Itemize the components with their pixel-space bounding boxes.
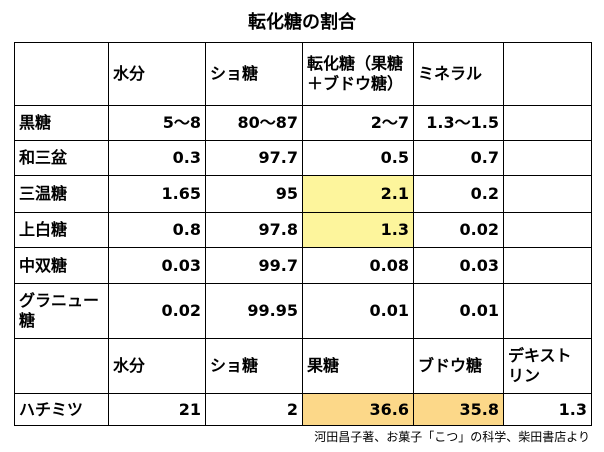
- table-cell: 0.08: [302, 247, 414, 284]
- table-cell: 0.5: [302, 140, 414, 176]
- title: 転化糖の割合: [248, 12, 356, 33]
- table-cell: 0.01: [302, 283, 414, 339]
- empty-cell: [503, 175, 592, 213]
- table-cell: ハチミツ: [14, 393, 109, 426]
- table-cell: 三温糖: [14, 175, 109, 213]
- table-cell: デキストリン: [503, 338, 592, 394]
- table-cell: 1.65: [108, 175, 206, 213]
- table-cell: 0.03: [108, 247, 206, 284]
- data-row: 中双糖 0.03 99.7 0.08 0.03: [14, 247, 592, 284]
- data-row: 上白糖 0.8 97.8 1.3 0.02: [14, 212, 592, 248]
- table-cell: 0.03: [413, 247, 504, 284]
- table-cell: 水分: [108, 338, 206, 394]
- table-cell: 35.8: [413, 393, 504, 426]
- table-cell: グラニュー糖: [14, 283, 109, 339]
- table-cell: ショ糖: [205, 338, 303, 394]
- table-cell: ミネラル: [413, 42, 504, 106]
- data-row: 和三盆 0.3 97.7 0.5 0.7: [14, 140, 592, 176]
- table-cell: 1.3: [302, 212, 414, 248]
- table-cell: 0.01: [413, 283, 504, 339]
- table-cell: 5〜8: [108, 105, 206, 141]
- table-cell: 水分: [108, 42, 206, 106]
- table-cell: 97.8: [205, 212, 303, 248]
- table-cell: 中双糖: [14, 247, 109, 284]
- table-cell: 0.3: [108, 140, 206, 176]
- table-cell: 0.8: [108, 212, 206, 248]
- header-row: 水分 ショ糖 転化糖（果糖＋ブドウ糖） ミネラル: [14, 42, 592, 106]
- table-cell: 和三盆: [14, 140, 109, 176]
- table-cell: 1.3〜1.5: [413, 105, 504, 141]
- table-cell: 上白糖: [14, 212, 109, 248]
- empty-cell: [503, 283, 592, 339]
- table-cell: 95: [205, 175, 303, 213]
- table-cell: 97.7: [205, 140, 303, 176]
- table-cell: 0.2: [413, 175, 504, 213]
- table-cell: 36.6: [302, 393, 414, 426]
- table-cell: 2〜7: [302, 105, 414, 141]
- empty-cell: [503, 212, 592, 248]
- table-cell: 転化糖（果糖＋ブドウ糖）: [302, 42, 414, 106]
- header-row: 水分 ショ糖 果糖 ブドウ糖 デキストリン: [14, 338, 592, 394]
- table-cell: 1.3: [503, 393, 592, 426]
- table-cell: 0.02: [108, 283, 206, 339]
- empty-cell: [14, 338, 109, 394]
- table-cell: 99.95: [205, 283, 303, 339]
- empty-cell: [503, 105, 592, 141]
- source-note: 河田昌子著、お菓子「こつ」の科学、柴田書店より: [314, 430, 590, 444]
- table-cell: 果糖: [302, 338, 414, 394]
- data-row: グラニュー糖 0.02 99.95 0.01 0.01: [14, 283, 592, 339]
- empty-cell: [503, 247, 592, 284]
- table-cell: 黒糖: [14, 105, 109, 141]
- table-cell: 21: [108, 393, 206, 426]
- table-cell: 2.1: [302, 175, 414, 213]
- table-cell: 99.7: [205, 247, 303, 284]
- data-row: ハチミツ 21 2 36.6 35.8 1.3: [14, 393, 592, 426]
- empty-cell: [14, 42, 109, 106]
- data-row: 三温糖 1.65 95 2.1 0.2: [14, 175, 592, 213]
- empty-cell: [503, 140, 592, 176]
- table-cell: 80〜87: [205, 105, 303, 141]
- table-cell: 2: [205, 393, 303, 426]
- table-cell: ショ糖: [205, 42, 303, 106]
- table-cell: ブドウ糖: [413, 338, 504, 394]
- empty-cell: [503, 42, 592, 106]
- table-cell: 0.7: [413, 140, 504, 176]
- data-row: 黒糖 5〜8 80〜87 2〜7 1.3〜1.5: [14, 105, 592, 141]
- sugar-table: 水分 ショ糖 転化糖（果糖＋ブドウ糖） ミネラル 黒糖 5〜8 80〜87 2〜7 1.3〜1.…: [14, 42, 592, 426]
- table-cell: 0.02: [413, 212, 504, 248]
